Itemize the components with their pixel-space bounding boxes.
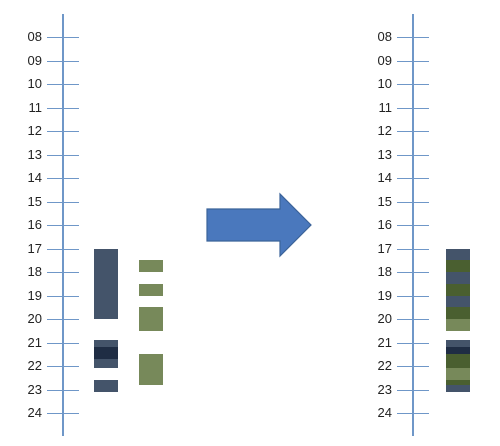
right-merged-block — [446, 319, 470, 331]
right-hour-label: 19 — [377, 287, 392, 303]
left-green-block — [139, 260, 163, 272]
left-green-block — [139, 307, 163, 331]
left-hour-label: 22 — [27, 358, 42, 373]
right-hour-label: 08 — [377, 29, 392, 44]
left-hour-label: 21 — [27, 334, 42, 350]
left-hour-label: 13 — [27, 146, 42, 162]
left-green-block — [139, 354, 163, 385]
left-hour-label: 09 — [27, 52, 42, 68]
left-green-block — [139, 283, 163, 296]
right-hour-label: 20 — [377, 311, 392, 326]
right-hour-label: 13 — [377, 146, 392, 162]
left-tick — [47, 225, 79, 226]
left-tick — [47, 60, 79, 62]
right-merged-block — [446, 272, 470, 284]
right-tick — [397, 389, 429, 391]
right-merged-block — [446, 368, 470, 381]
left-tick — [47, 319, 79, 320]
right-merged-block — [446, 358, 470, 369]
right-tick — [397, 342, 429, 344]
right-tick — [397, 178, 429, 179]
left-tick — [47, 342, 79, 344]
left-hour-label: 08 — [27, 29, 42, 44]
left-hour-label: 24 — [27, 405, 42, 420]
right-merged-block — [446, 307, 470, 319]
right-merged-block — [446, 347, 470, 355]
left-hour-label: 14 — [27, 170, 42, 185]
left-tick — [47, 84, 79, 85]
right-hour-label: 14 — [377, 170, 392, 185]
right-hour-label: 09 — [377, 52, 392, 68]
right-hour-label: 10 — [377, 76, 392, 91]
right-tick — [397, 201, 429, 203]
right-hour-label: 11 — [378, 99, 393, 115]
left-tick — [47, 178, 79, 179]
right-tick — [397, 60, 429, 62]
right-hour-label: 23 — [377, 381, 392, 397]
left-tick — [47, 201, 79, 203]
left-tick — [47, 413, 79, 414]
right-hour-label: 17 — [377, 240, 392, 256]
left-hour-label: 19 — [27, 287, 42, 303]
left-hour-label: 11 — [28, 99, 43, 115]
right-merged-block — [446, 384, 470, 392]
left-blue-block — [94, 358, 118, 369]
right-tick — [397, 319, 429, 320]
left-blue-block — [94, 340, 118, 348]
left-tick — [47, 131, 79, 132]
right-hour-label: 22 — [377, 358, 392, 373]
right-tick — [397, 37, 429, 38]
right-merged-block — [446, 380, 470, 385]
right-merged-block — [446, 283, 470, 296]
right-tick — [397, 154, 429, 156]
left-hour-label: 18 — [27, 264, 42, 279]
right-merged-block — [446, 260, 470, 272]
left-tick — [47, 295, 79, 297]
right-tick — [397, 84, 429, 85]
right-hour-label: 16 — [377, 217, 392, 232]
right-tick — [397, 248, 429, 250]
right-tick — [397, 107, 429, 109]
right-tick — [397, 366, 429, 367]
left-hour-label: 10 — [27, 76, 42, 91]
right-tick — [397, 295, 429, 297]
left-hour-label: 20 — [27, 311, 42, 326]
right-hour-label: 12 — [377, 123, 392, 138]
right-arrow-icon — [205, 192, 315, 258]
right-hour-label: 18 — [377, 264, 392, 279]
right-hour-label: 21 — [377, 334, 392, 350]
left-tick — [47, 248, 79, 250]
right-tick — [397, 131, 429, 132]
right-merged-block — [446, 248, 470, 261]
left-tick — [47, 366, 79, 367]
left-hour-label: 17 — [27, 240, 42, 256]
left-tick — [47, 37, 79, 38]
left-blue-block — [94, 347, 118, 359]
right-tick — [397, 225, 429, 226]
right-hour-label: 24 — [377, 405, 392, 420]
right-merged-block — [446, 295, 470, 308]
right-merged-block — [446, 354, 470, 359]
left-tick — [47, 154, 79, 156]
left-hour-label: 15 — [27, 193, 42, 209]
right-merged-block — [446, 340, 470, 348]
left-tick — [47, 107, 79, 109]
right-hour-label: 15 — [377, 193, 392, 209]
right-tick — [397, 413, 429, 414]
left-hour-label: 12 — [27, 123, 42, 138]
left-hour-label: 16 — [27, 217, 42, 232]
left-hour-label: 23 — [27, 381, 42, 397]
left-tick — [47, 272, 79, 273]
left-blue-block — [94, 380, 118, 392]
left-tick — [47, 389, 79, 391]
left-blue-block — [94, 248, 118, 319]
right-tick — [397, 272, 429, 273]
